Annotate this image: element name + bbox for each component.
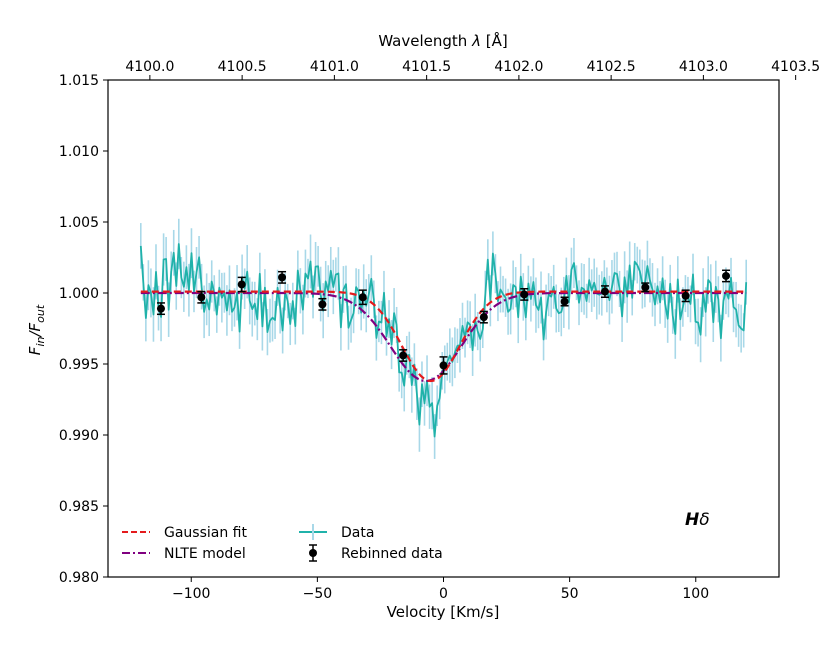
legend-label-nlte: NLTE model — [164, 546, 246, 562]
y-axis-label: Fin/Fout — [26, 304, 47, 355]
x-tick-label: 0 — [439, 586, 448, 602]
top-tick-label: 4101.5 — [402, 59, 451, 75]
y-tick-label: 1.005 — [59, 215, 99, 231]
x-tick-label: 50 — [561, 586, 579, 602]
top-tick-label: 4100.5 — [218, 59, 267, 75]
top-tick-label: 4102.5 — [587, 59, 636, 75]
top-tick-label: 4100.0 — [125, 59, 174, 75]
rebinned-point — [399, 351, 408, 360]
y-tick-label: 0.980 — [59, 570, 99, 586]
top-axis-label: Wavelength λ [Å] — [378, 31, 507, 50]
x-tick-label: −50 — [303, 586, 333, 602]
plot-frame — [107, 79, 780, 578]
y-tick-label: 0.985 — [59, 499, 99, 515]
rebinned-point — [237, 280, 246, 289]
x-axis-label: Velocity [Km/s] — [387, 603, 500, 621]
rebinned-point — [278, 273, 287, 282]
top-tick-label: 4103.0 — [679, 59, 728, 75]
rebinned-point — [600, 287, 609, 296]
rebinned-point — [681, 291, 690, 300]
y-tick-label: 1.000 — [59, 286, 99, 302]
axis-ticks: −100 −50 0 50 100 0.980 0.985 0.990 0.995 1.000 1.… — [59, 59, 820, 602]
y-tick-label: 0.990 — [59, 428, 99, 444]
rebinned-point — [479, 313, 488, 322]
legend: Gaussian fit NLTE model Data Rebinned da… — [122, 524, 443, 562]
rebinned-point — [358, 293, 367, 302]
top-tick-label: 4103.5 — [771, 59, 820, 75]
y-tick-label: 0.995 — [59, 357, 99, 373]
x-tick-label: −100 — [172, 586, 210, 602]
rebinned-point — [560, 297, 569, 306]
legend-label-gaussian: Gaussian fit — [164, 525, 247, 541]
rebinned-point — [197, 293, 206, 302]
rebinned-point — [520, 290, 529, 299]
rebinned-point — [156, 304, 165, 313]
legend-label-data: Data — [341, 525, 374, 541]
legend-swatch-rebinned-marker — [309, 549, 317, 557]
y-tick-label: 1.010 — [59, 144, 99, 160]
top-tick-label: 4101.0 — [310, 59, 359, 75]
x-tick-label: 100 — [682, 586, 709, 602]
data-series — [139, 243, 748, 438]
rebinned-point — [722, 271, 731, 280]
legend-label-rebinned: Rebinned data — [341, 546, 443, 562]
rebinned-point — [641, 283, 650, 292]
line-annotation: Hδ — [685, 510, 710, 530]
rebinned-point — [318, 300, 327, 309]
rebinned-point — [439, 361, 448, 370]
top-tick-label: 4102.0 — [494, 59, 543, 75]
y-tick-label: 1.015 — [59, 73, 99, 89]
data-line — [139, 243, 748, 438]
rebinned-data-series — [156, 269, 731, 375]
data-errorbars — [139, 218, 748, 459]
